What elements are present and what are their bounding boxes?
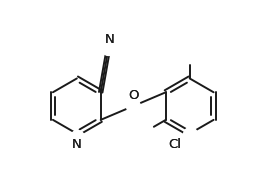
Text: Cl: Cl <box>168 138 181 151</box>
Text: N: N <box>72 138 82 151</box>
Text: O: O <box>128 88 139 102</box>
Text: N: N <box>104 33 114 46</box>
Text: N: N <box>104 33 114 46</box>
Text: Cl: Cl <box>168 138 181 151</box>
Text: O: O <box>128 88 139 102</box>
Text: N: N <box>72 138 82 151</box>
